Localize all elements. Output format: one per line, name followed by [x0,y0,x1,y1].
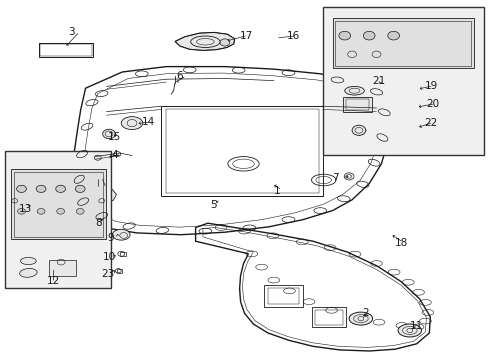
Bar [49,260,76,276]
Text: 4: 4 [111,150,118,160]
Bar [166,109,318,193]
Text: 10: 10 [102,252,116,262]
Ellipse shape [56,185,65,193]
Bar [92,212,106,220]
Polygon shape [175,32,234,50]
Text: 15: 15 [107,132,121,142]
Ellipse shape [387,31,399,40]
Bar [39,43,93,57]
Text: 21: 21 [372,76,385,86]
Ellipse shape [363,31,374,40]
Ellipse shape [18,208,25,214]
Text: 2: 2 [361,308,368,318]
Text: 9: 9 [107,233,114,243]
Ellipse shape [121,117,142,130]
Text: 3: 3 [68,27,75,37]
Text: 22: 22 [424,118,437,128]
Text: 17: 17 [239,31,252,41]
Ellipse shape [36,185,46,193]
Text: 23: 23 [102,269,115,279]
Ellipse shape [351,125,365,135]
Bar [14,172,102,237]
Ellipse shape [102,129,115,139]
Bar [5,151,111,288]
Text: 19: 19 [424,81,437,91]
Polygon shape [84,163,108,179]
Ellipse shape [338,31,350,40]
Ellipse shape [20,269,37,277]
Ellipse shape [20,257,36,265]
Bar [11,169,105,239]
Bar [346,99,368,110]
Bar [267,288,299,304]
Ellipse shape [75,185,85,193]
Bar [40,44,92,56]
Text: 12: 12 [46,276,60,286]
Text: 8: 8 [95,218,102,228]
Text: 20: 20 [426,99,439,109]
Bar [264,285,303,307]
Text: 18: 18 [394,238,407,248]
Ellipse shape [348,312,372,325]
Text: 11: 11 [409,321,422,331]
Bar [315,310,342,325]
Text: 1: 1 [273,186,280,196]
Bar [343,97,371,112]
Text: 13: 13 [19,204,32,214]
Bar [335,21,470,66]
Bar [322,7,483,155]
Bar [161,106,322,196]
Text: 14: 14 [142,117,155,127]
Ellipse shape [397,324,421,337]
Ellipse shape [37,208,45,214]
Text: 7: 7 [332,173,339,183]
Text: 6: 6 [176,71,183,81]
Ellipse shape [344,173,353,180]
Bar [332,18,473,68]
Ellipse shape [57,208,64,214]
Ellipse shape [344,86,364,95]
Ellipse shape [76,208,84,214]
Bar [120,252,125,256]
Polygon shape [88,186,116,203]
Ellipse shape [17,185,26,193]
Text: 16: 16 [286,31,300,41]
Text: 5: 5 [210,200,217,210]
Bar [117,269,122,273]
Ellipse shape [112,229,130,240]
Bar [311,307,346,327]
Ellipse shape [220,39,229,46]
